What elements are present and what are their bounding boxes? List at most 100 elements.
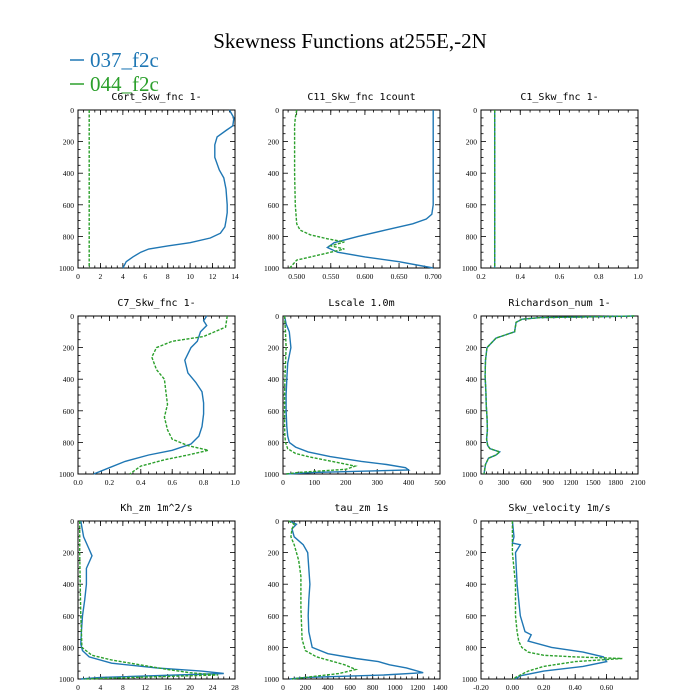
x-tick-label: 1800 [608,478,623,487]
y-tick-label: 1000 [264,675,279,684]
series-line-0 [483,315,635,475]
y-tick-label: 0 [473,517,477,526]
y-tick-label: 800 [63,643,75,652]
x-tick-label: 0.20 [537,683,550,692]
y-tick-label: 600 [466,612,478,621]
x-tick-label: 1000 [388,683,403,692]
x-tick-label: 0.700 [425,272,442,281]
y-tick-label: 400 [466,375,478,384]
y-tick-label: 800 [466,438,478,447]
series-line-0 [283,315,411,475]
y-tick-label: 400 [268,375,280,384]
y-tick-label: 800 [63,438,75,447]
y-tick-label: 200 [268,138,280,147]
x-tick-label: 0.4 [136,478,146,487]
y-tick-label: 600 [268,201,280,210]
x-tick-label: 4 [99,683,103,692]
plot-frame [282,520,441,680]
panel-title: C1_Skw_fnc 1- [520,92,598,103]
panel-title: Richardson_num 1- [508,298,610,309]
y-tick-label: 400 [268,580,280,589]
x-tick-label: 1.0 [633,272,643,281]
series-line-1 [129,315,228,475]
panel-title: tau_zm 1s [334,503,388,514]
x-tick-label: 500 [434,478,446,487]
legend-label-1: 044_f2c [90,72,159,96]
y-tick-label: 600 [63,407,75,416]
panel-title: C7_Skw_fnc 1- [117,298,195,309]
y-tick-label: 200 [268,344,280,353]
x-tick-label: 0.8 [594,272,604,281]
series-line-0 [93,315,208,475]
x-tick-label: 1500 [586,478,601,487]
y-tick-label: 200 [63,344,75,353]
y-tick-label: 200 [268,549,280,558]
x-tick-label: 0.0 [73,478,83,487]
panel-title: Lscale 1.0m [328,298,394,309]
series-line-1 [511,521,623,680]
y-tick-label: 600 [63,612,75,621]
plot-frame [77,109,236,269]
y-tick-label: 0 [70,106,74,115]
y-tick-label: 0 [70,517,74,526]
y-tick-label: 800 [268,232,280,241]
y-tick-label: 600 [466,201,478,210]
x-tick-label: 0.00 [506,683,519,692]
y-tick-label: 1000 [59,470,74,479]
x-tick-label: 0 [479,478,483,487]
y-tick-label: 200 [63,549,75,558]
y-tick-label: 1000 [462,264,477,273]
x-tick-label: 0.650 [391,272,408,281]
y-tick-label: 400 [268,169,280,178]
y-tick-label: 1000 [462,675,477,684]
y-tick-label: 400 [466,580,478,589]
x-tick-label: 1200 [563,478,578,487]
series-line-1 [483,315,635,475]
x-tick-label: 0.2 [105,478,115,487]
y-tick-label: 400 [63,169,75,178]
series-line-1 [283,315,358,475]
x-tick-label: -0.20 [473,683,489,692]
x-tick-label: 6 [143,272,147,281]
x-tick-label: 20 [186,683,194,692]
y-tick-label: 400 [63,580,75,589]
series-line-0 [511,520,608,680]
y-tick-label: 600 [268,612,280,621]
plot-frame [282,315,441,475]
y-tick-label: 1000 [59,264,74,273]
y-tick-label: 800 [268,643,280,652]
series-line-0 [289,520,424,680]
y-tick-label: 1000 [462,470,477,479]
plot-frame [480,520,639,680]
x-tick-label: 400 [403,478,415,487]
panel-8: Skw_velocity 1m/s 0 200 400 600 800 1000-0.20 0… [462,503,639,692]
y-tick-label: 600 [466,407,478,416]
x-tick-label: 8 [166,272,170,281]
y-tick-label: 200 [466,138,478,147]
y-tick-label: 600 [268,407,280,416]
y-tick-label: 0 [275,312,279,321]
x-tick-label: 600 [345,683,357,692]
x-tick-label: 0 [281,478,285,487]
plot-frame [77,520,236,680]
plot-frame [77,315,236,475]
x-tick-label: 400 [322,683,334,692]
x-tick-label: 0.4 [516,272,526,281]
series-line-1 [289,109,345,269]
x-tick-label: 0 [76,272,80,281]
x-tick-label: 800 [367,683,379,692]
y-tick-label: 200 [466,344,478,353]
y-tick-label: 800 [466,232,478,241]
x-tick-label: 1.0 [230,478,240,487]
series-line-0 [326,110,434,269]
x-tick-label: 1200 [410,683,425,692]
y-tick-label: 800 [63,232,75,241]
